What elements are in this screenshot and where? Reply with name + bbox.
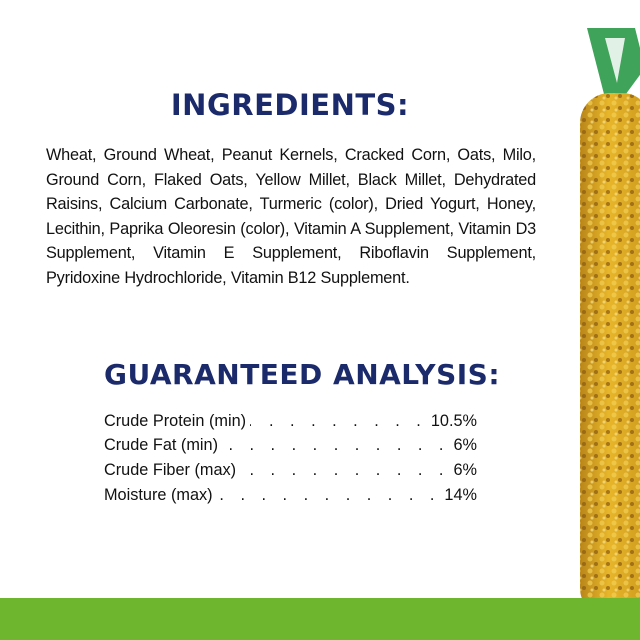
leader-dots: . . . . . . . . . . . . . . . . . . . <box>217 485 441 504</box>
leader-dots: . . . . . . . . . . . . . . . . . . . <box>240 460 450 479</box>
leader-dots: . . . . . . . . . . . . . . . . . . . <box>250 411 427 430</box>
footer-green-bar <box>0 598 640 640</box>
row-value: 14% <box>444 485 477 504</box>
analysis-table: Crude Protein (min). . . . . . . . . . .… <box>104 409 477 507</box>
ingredients-text: Wheat, Ground Wheat, Peanut Kernels, Cra… <box>46 146 536 287</box>
leader-dots: . . . . . . . . . . . . . . . . . . . <box>222 436 450 455</box>
ingredients-title: INGREDIENTS: <box>170 88 410 122</box>
guaranteed-analysis-title: GUARANTEED ANALYSIS: <box>104 358 501 391</box>
seed-stick-treat-image <box>580 28 640 618</box>
row-label: Moisture (max) <box>104 485 213 504</box>
row-label: Crude Protein (min) <box>104 411 247 430</box>
analysis-row: Crude Protein (min). . . . . . . . . . .… <box>104 409 477 434</box>
row-value: 10.5% <box>430 411 477 430</box>
analysis-row: Crude Fat (min). . . . . . . . . . . . .… <box>104 434 477 459</box>
analysis-row: Moisture (max). . . . . . . . . . . . . … <box>104 483 477 508</box>
row-label: Crude Fiber (max) <box>104 460 237 479</box>
row-value: 6% <box>453 436 477 455</box>
row-label: Crude Fat (min) <box>104 436 218 455</box>
row-value: 6% <box>453 460 477 479</box>
analysis-row: Crude Fiber (max). . . . . . . . . . . .… <box>104 458 477 483</box>
